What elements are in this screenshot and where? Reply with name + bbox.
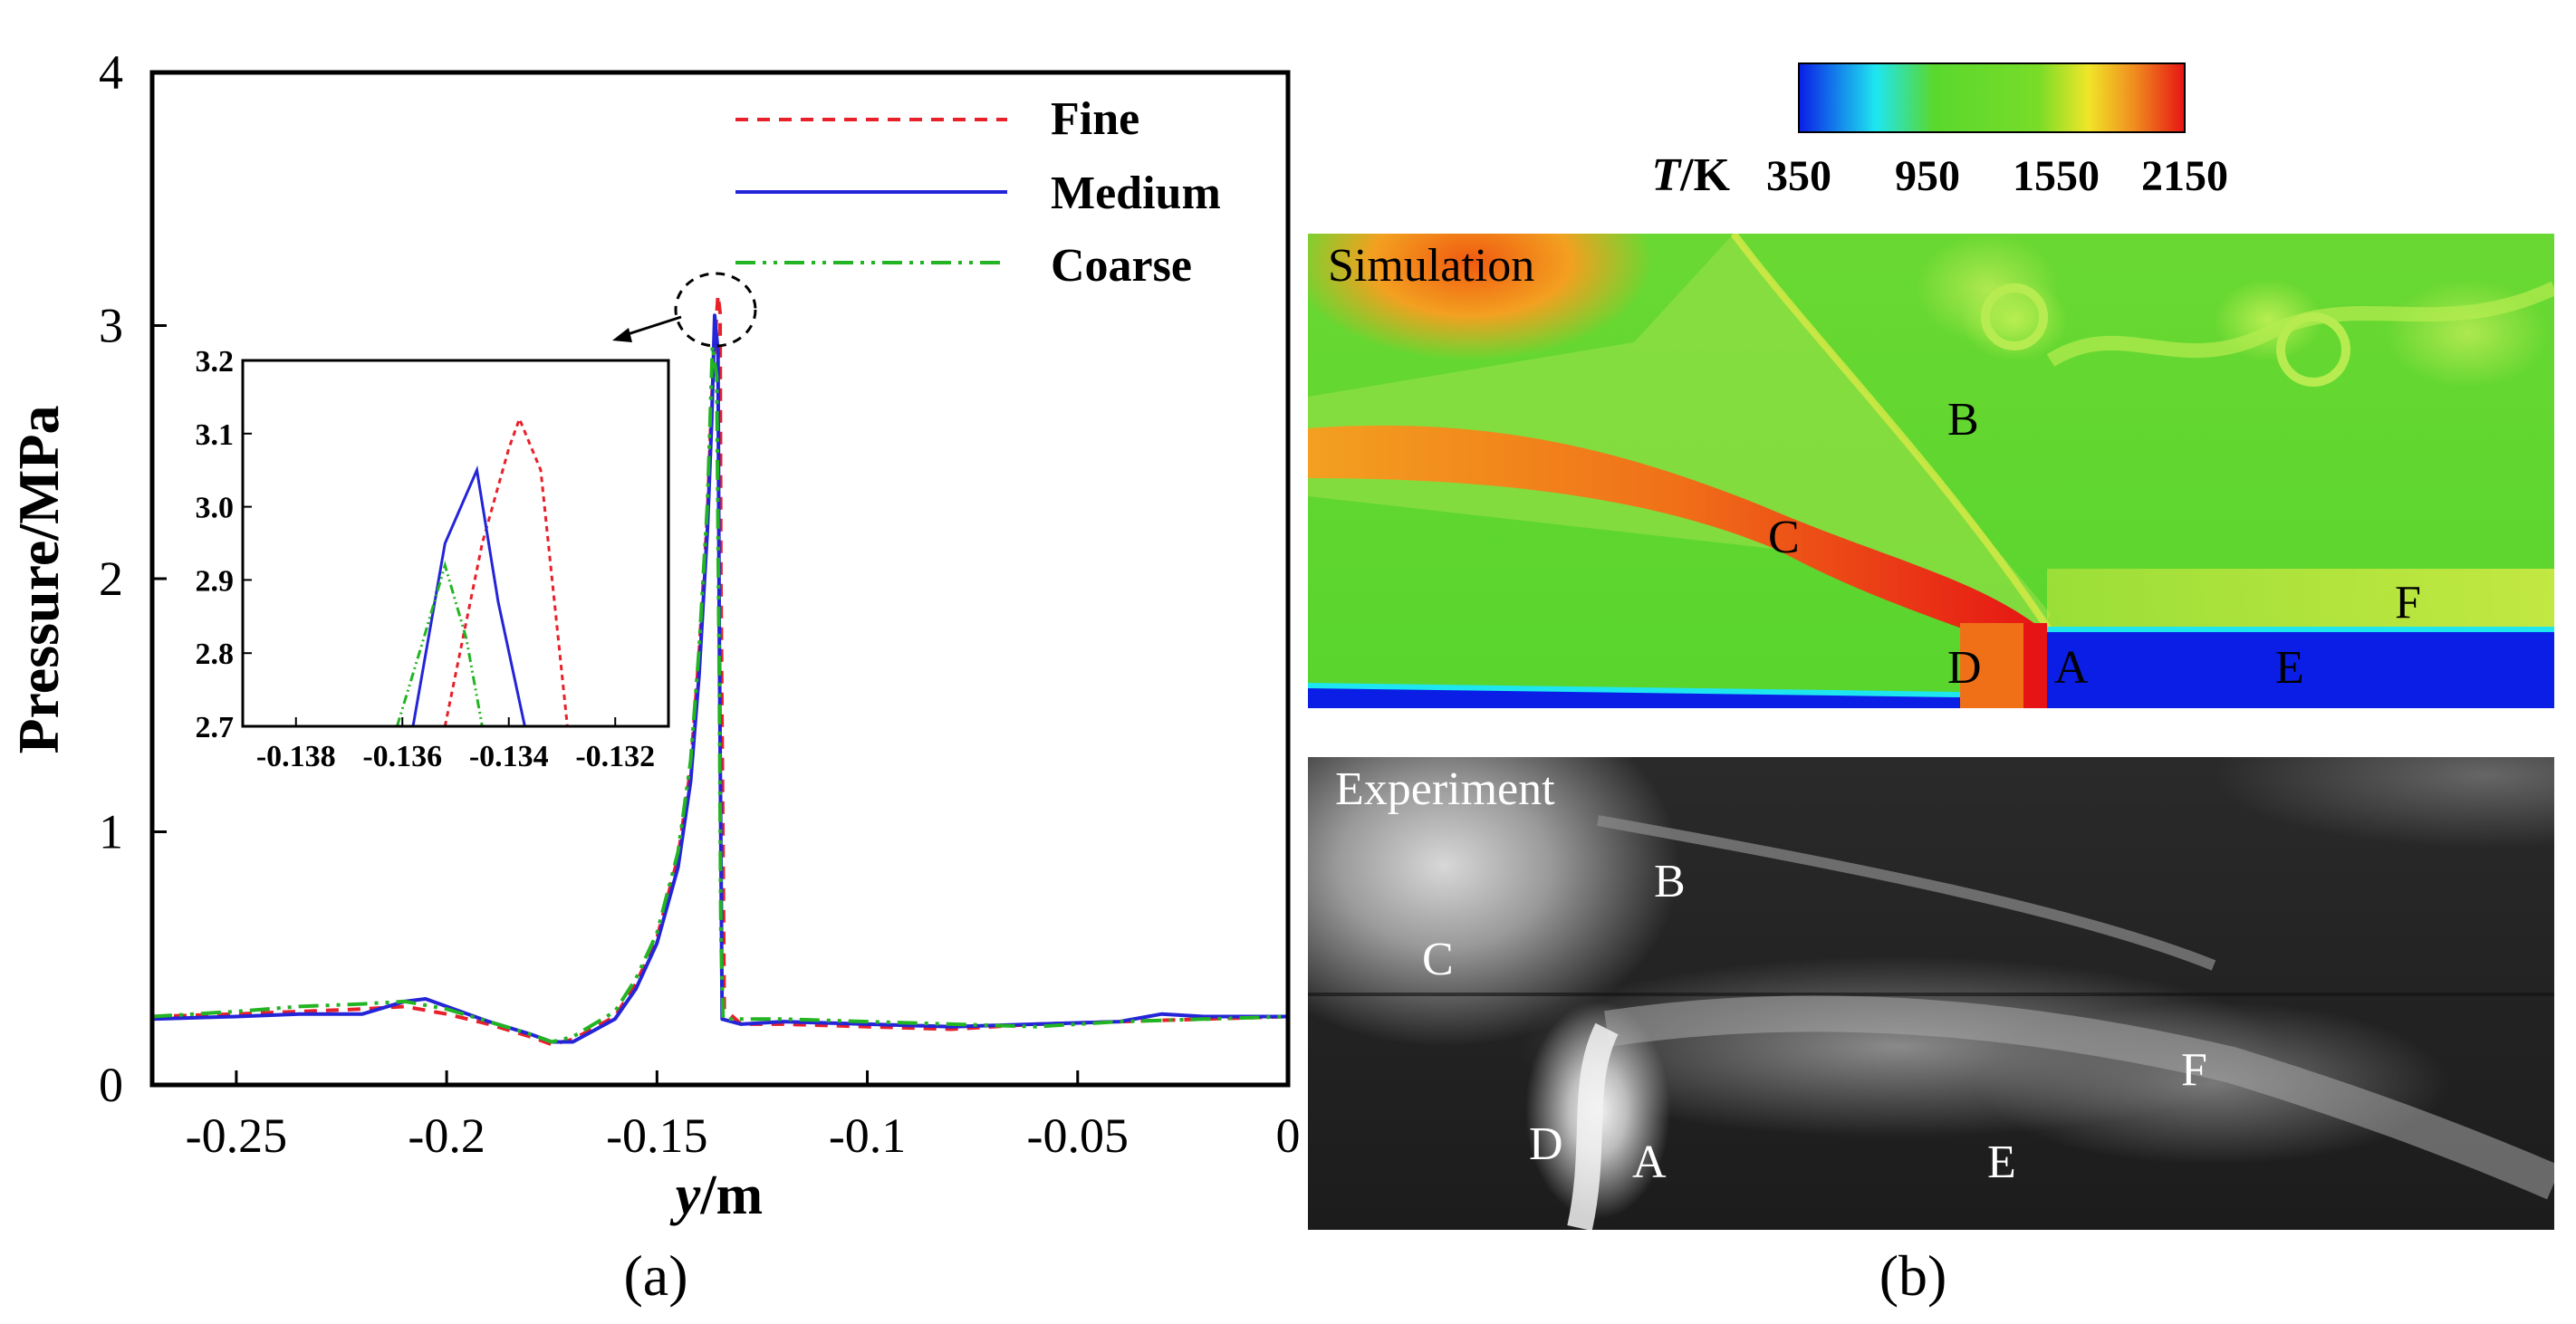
sim-upper-band	[2046, 281, 2554, 367]
inset-y-tick-label: 2.9	[196, 564, 235, 598]
sim-label-a: A	[2054, 642, 2089, 694]
inset-axis-ticks: -0.138 -0.136 -0.134 -0.132 2.7 2.8 2.9 3.0 3.1 3…	[196, 345, 656, 773]
inset-series-line-fine	[443, 415, 569, 726]
sim-label-c: C	[1768, 512, 1800, 563]
y-tick-label: 3	[99, 299, 123, 353]
sim-wall-strip-edge	[1308, 683, 1960, 697]
experiment-image: Experiment B C D A E F	[1308, 757, 2554, 1230]
experiment-title: Experiment	[1335, 763, 1555, 815]
x-tick-label: 0	[1276, 1108, 1301, 1163]
panel-a-line-chart: -0.25 -0.2 -0.15 -0.1 -0.05 0 0 1 2 3 4 Fine Mediu…	[6, 45, 1301, 1308]
exp-label-b: B	[1654, 856, 1686, 907]
sim-vortex-1	[1981, 283, 2048, 350]
sim-cold-edge	[2047, 627, 2554, 632]
sim-band-f	[2047, 569, 2554, 632]
inset-x-tick-label: -0.138	[256, 740, 336, 773]
zoom-circle	[674, 272, 757, 348]
exp-bright-jet	[1604, 995, 2554, 1200]
sim-hot-band-c	[1308, 425, 2046, 668]
zoom-arrow	[624, 315, 682, 337]
panel-label-b: (b)	[1879, 1243, 1947, 1308]
inset-y-tick-label: 3.2	[196, 345, 235, 379]
colorbar-title-unit: /K	[1679, 149, 1730, 201]
x-axis-title: y/m	[669, 1165, 763, 1226]
inset-series-line-medium	[411, 465, 526, 726]
inset-y-tick-label: 2.7	[196, 711, 235, 744]
y-tick-label: 2	[99, 552, 123, 606]
x-tick-label: -0.15	[606, 1108, 707, 1163]
inset-background	[243, 360, 668, 726]
colorbar-tick-label: 350	[1766, 152, 1831, 200]
inset-x-tick-label: -0.136	[362, 740, 442, 773]
exp-bright-foot	[1567, 1022, 1619, 1230]
inset-series-line-coarse	[395, 560, 484, 726]
exp-label-e: E	[1987, 1137, 2016, 1188]
simulation-temperature-field: Simulation B C D A E F	[1308, 234, 2554, 708]
sim-label-b: B	[1947, 394, 1979, 446]
exp-shock-b	[1596, 815, 2216, 971]
experiment-shapes	[1308, 815, 2554, 1230]
simulation-title: Simulation	[1328, 240, 1535, 292]
colorbar-title: T/K	[1651, 149, 1730, 201]
sim-cold-region-e	[2047, 630, 2554, 708]
colorbar-tick-label: 2150	[2141, 152, 2228, 200]
y-tick-label: 1	[99, 805, 123, 859]
colorbar-tick-labels: 350 950 1550 2150	[1766, 152, 2228, 200]
main-axis-ticks: -0.25 -0.2 -0.15 -0.1 -0.05 0 0 1 2 3 4	[99, 45, 1301, 1163]
inset-y-tick-label: 2.8	[196, 638, 235, 671]
series-line-coarse	[152, 343, 1288, 1044]
legend: Fine Medium Coarse	[735, 93, 1221, 292]
y-tick-label: 0	[99, 1058, 123, 1112]
x-tick-label: -0.05	[1027, 1108, 1129, 1163]
legend-label-coarse: Coarse	[1051, 240, 1192, 292]
sim-wall-strip	[1308, 686, 1960, 708]
inset-series-group	[395, 415, 569, 726]
inset-y-tick-label: 3.0	[196, 492, 235, 525]
y-tick-label: 4	[99, 45, 123, 100]
exp-label-f: F	[2181, 1044, 2207, 1096]
exp-label-a: A	[1632, 1137, 1667, 1188]
sim-region-d-edge	[2023, 623, 2047, 708]
x-tick-label: -0.2	[408, 1108, 485, 1163]
inset-frame	[241, 359, 670, 728]
legend-label-fine: Fine	[1051, 93, 1139, 145]
legend-label-medium: Medium	[1051, 168, 1221, 219]
sim-shock-b	[1730, 234, 2054, 635]
zoom-arrowhead	[612, 328, 632, 342]
colorbar-tick-label: 1550	[2013, 152, 2100, 200]
sim-shock-region	[1308, 234, 2051, 632]
colorbar-tick-label: 950	[1895, 152, 1960, 200]
x-tick-label: -0.25	[186, 1108, 287, 1163]
x-axis-title-italic: y	[669, 1165, 701, 1226]
colorbar-title-italic: T	[1651, 149, 1682, 201]
inset-y-tick-label: 3.1	[196, 418, 235, 452]
simulation-field-shapes	[1308, 234, 2554, 708]
x-tick-label: -0.1	[829, 1108, 906, 1163]
exp-label-c: C	[1422, 934, 1454, 985]
main-series-group	[152, 293, 1288, 1047]
sim-label-e: E	[2275, 642, 2304, 694]
y-axis-title: Pressure/MPa	[6, 405, 71, 753]
x-axis-title-unit: /m	[699, 1165, 763, 1226]
sim-label-d: D	[1947, 642, 1982, 694]
sim-label-f: F	[2395, 577, 2421, 628]
colorbar	[1798, 62, 2186, 133]
panel-label-a: (a)	[623, 1243, 687, 1308]
inset-x-tick-label: -0.132	[575, 740, 655, 773]
exp-label-d: D	[1529, 1118, 1563, 1170]
panel-b-temperature-fields: T/K 350 950 1550 2150 (b)	[1651, 62, 2228, 1308]
inset-x-tick-label: -0.134	[469, 740, 549, 773]
